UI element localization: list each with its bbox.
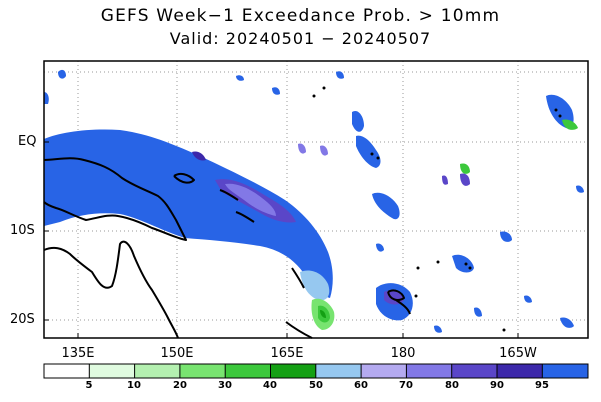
lat-label-10s: 10S bbox=[10, 223, 35, 238]
coast-australia bbox=[43, 240, 179, 339]
colorbar-label-30: 30 bbox=[218, 380, 232, 391]
blob-purple-3 bbox=[460, 173, 470, 186]
blob-mid-1 bbox=[372, 192, 400, 220]
coast-new-caledonia bbox=[285, 321, 313, 339]
lat-label-eq: EQ bbox=[18, 134, 37, 149]
colorbar-label-40: 40 bbox=[263, 380, 277, 391]
blob-low-3 bbox=[524, 295, 532, 303]
colorbar-label-80: 80 bbox=[445, 380, 459, 391]
south-tongue-light bbox=[300, 270, 330, 301]
title: GEFS Week−1 Exceedance Prob. > 10mm bbox=[100, 6, 501, 26]
colorbar-box-7 bbox=[361, 364, 407, 378]
blob-low-1 bbox=[434, 325, 442, 333]
colorbar-box-9 bbox=[451, 364, 497, 378]
blob-mid-2 bbox=[376, 243, 384, 252]
colorbar-box-10 bbox=[497, 364, 543, 378]
map-panel bbox=[43, 60, 589, 339]
blob-mid-4 bbox=[452, 254, 474, 273]
blob-mid-3 bbox=[500, 231, 512, 242]
colorbar-label-95: 95 bbox=[535, 380, 549, 391]
blob-curve bbox=[356, 135, 381, 168]
precip-shading bbox=[44, 69, 584, 333]
blob-purple-4 bbox=[442, 175, 448, 185]
blob-top-1 bbox=[236, 75, 244, 81]
blob-right-green bbox=[562, 119, 578, 130]
colorbar-label-5: 5 bbox=[85, 380, 93, 391]
lon-label-135e: 135E bbox=[61, 346, 95, 361]
colorbar-label-60: 60 bbox=[354, 380, 368, 391]
map-frame bbox=[43, 60, 589, 339]
lon-label-150e: 150E bbox=[160, 346, 194, 361]
colorbar-box-8 bbox=[406, 364, 452, 378]
tick-marks bbox=[44, 141, 519, 338]
colorbar-label-70: 70 bbox=[399, 380, 413, 391]
colorbar-label-10: 10 bbox=[127, 380, 141, 391]
blob-top-2 bbox=[272, 87, 280, 95]
blob-north-left bbox=[58, 69, 66, 79]
band-dark-90 bbox=[192, 151, 206, 161]
colorbar-box-0 bbox=[44, 364, 90, 378]
colorbar-label-50: 50 bbox=[309, 380, 323, 391]
colorbar-box-11 bbox=[542, 364, 588, 378]
colorbar-box-3 bbox=[179, 364, 226, 378]
coast-new-guinea bbox=[43, 157, 187, 241]
coast-fiji-2 bbox=[395, 299, 411, 315]
lon-label-165e: 165E bbox=[270, 346, 304, 361]
colorbar-box-4 bbox=[225, 364, 271, 378]
blob-edge-left bbox=[44, 92, 49, 104]
coast-solomons-2 bbox=[235, 211, 255, 223]
colorbar-box-6 bbox=[315, 364, 362, 378]
colorbar-box-2 bbox=[134, 364, 180, 378]
colorbar-label-90: 90 bbox=[490, 380, 504, 391]
blob-purple-1 bbox=[298, 143, 306, 154]
lon-label-165w: 165W bbox=[499, 346, 537, 361]
island-dots bbox=[312, 86, 562, 332]
colorbar-box-1 bbox=[89, 364, 135, 378]
coast-vanuatu bbox=[291, 267, 305, 289]
south-green-50 bbox=[320, 310, 326, 318]
lon-label-180: 180 bbox=[390, 346, 416, 361]
coast-fiji bbox=[387, 289, 405, 301]
colorbar bbox=[43, 363, 589, 379]
blob-low-2 bbox=[474, 307, 482, 317]
subtitle: Valid: 20240501 − 20240507 bbox=[169, 29, 432, 48]
band-purple-80 bbox=[225, 183, 276, 216]
blob-green-1 bbox=[460, 163, 470, 174]
coastlines bbox=[43, 157, 411, 339]
blob-top-4 bbox=[352, 110, 364, 132]
coast-new-britain bbox=[173, 172, 195, 184]
main-band-95 bbox=[44, 129, 333, 298]
colorbar-box-5 bbox=[270, 364, 316, 378]
blob-purple-2 bbox=[320, 145, 328, 156]
blob-low-4 bbox=[560, 317, 574, 328]
lat-label-20s: 20S bbox=[10, 312, 35, 327]
colorbar-label-20: 20 bbox=[173, 380, 187, 391]
blob-right-2 bbox=[576, 185, 584, 193]
coast-solomons-1 bbox=[219, 189, 239, 201]
blob-top-3 bbox=[336, 71, 344, 79]
